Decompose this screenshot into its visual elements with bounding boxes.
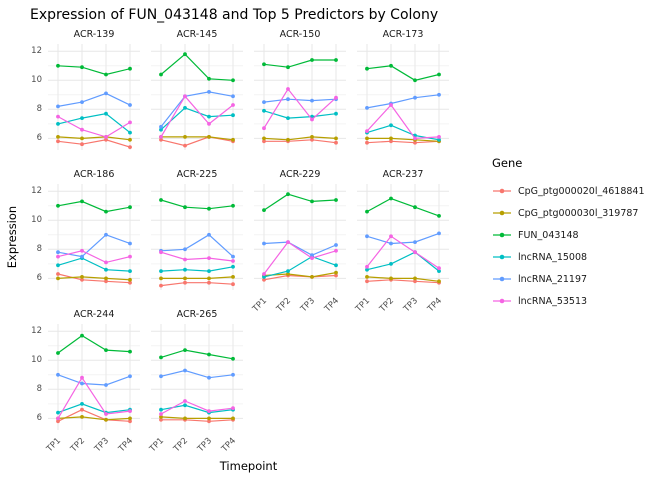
y-axis-tick-label: 8: [36, 244, 42, 255]
y-axis-tick-label: 8: [36, 384, 42, 395]
facet-strip-label: ACR-265: [176, 309, 218, 320]
y-axis-tick-label: 10: [31, 355, 42, 366]
legend-item: FUN_043148: [492, 224, 645, 246]
x-axis-tick-label: TP1: [353, 296, 373, 315]
facet-panel-ACR-244: [48, 324, 140, 430]
facet-strip-label: ACR-237: [382, 169, 424, 180]
y-axis-tick-label: 6: [36, 133, 42, 144]
facet-strip-label: ACR-145: [176, 29, 218, 40]
legend-item: lncRNA_21197: [492, 268, 645, 290]
legend-key-icon: [493, 210, 511, 216]
facet-strip-label: ACR-150: [279, 29, 321, 40]
facet-panel-ACR-139: [48, 44, 140, 150]
facet-strip-label: ACR-244: [73, 309, 115, 320]
legend-key-icon: [493, 276, 511, 282]
facet-panel-ACR-150: [254, 44, 346, 150]
x-axis-tick-label: TP4: [322, 296, 342, 315]
x-axis-tick-label: TP3: [298, 296, 318, 315]
y-axis-tick-label: 12: [31, 186, 42, 197]
legend-label: lncRNA_21197: [518, 273, 588, 285]
facet-strip-label: ACR-139: [73, 29, 115, 40]
y-axis-tick-label: 10: [31, 215, 42, 226]
facet-panel-ACR-265: [151, 324, 243, 430]
x-axis-tick-label: TP3: [401, 296, 421, 315]
legend-key-icon: [493, 254, 511, 260]
legend-label: lncRNA_15008: [518, 251, 588, 263]
legend-key-icon: [493, 298, 511, 304]
facet-panel-ACR-229: [254, 184, 346, 290]
legend-key-icon: [493, 232, 511, 238]
y-axis-tick-label: 12: [31, 326, 42, 337]
y-axis-tick-label: 8: [36, 104, 42, 115]
legend-label: CpG_ptg000020l_4618841: [518, 185, 645, 197]
legend-item: CpG_ptg000020l_4618841: [492, 180, 645, 202]
facet-strip-label: ACR-225: [176, 169, 218, 180]
legend-key-icon: [493, 188, 511, 194]
facet-panel-ACR-225: [151, 184, 243, 290]
legend-title: Gene: [492, 156, 523, 170]
x-axis-tick-label: TP1: [250, 296, 270, 315]
y-axis-tick-label: 12: [31, 46, 42, 57]
legend-label: FUN_043148: [518, 229, 579, 241]
facet-panel-ACR-237: [357, 184, 449, 290]
legend-item: lncRNA_15008: [492, 246, 645, 268]
x-axis-title: Timepoint: [219, 459, 278, 473]
legend-item: CpG_ptg000030l_319787: [492, 202, 645, 224]
x-axis-tick-label: TP4: [425, 296, 445, 315]
facet-panel-ACR-145: [151, 44, 243, 150]
x-axis-tick-label: TP2: [377, 296, 397, 315]
legend-item: lncRNA_53513: [492, 290, 645, 312]
facet-panel-ACR-186: [48, 184, 140, 290]
legend-entries: CpG_ptg000020l_4618841 CpG_ptg000030l_319…: [492, 180, 645, 312]
facet-strip-label: ACR-173: [382, 29, 424, 40]
chart-title: Expression of FUN_043148 and Top 5 Predi…: [30, 7, 439, 23]
legend-label: lncRNA_53513: [518, 295, 588, 307]
facet-strip-label: ACR-229: [279, 169, 321, 180]
y-axis-tick-label: 6: [36, 413, 42, 424]
x-axis-tick-label: TP2: [274, 296, 294, 315]
legend: Gene CpG_ptg000020l_4618841 CpG_ptg000030…: [492, 156, 645, 312]
legend-label: CpG_ptg000030l_319787: [518, 207, 639, 219]
y-axis-tick-label: 10: [31, 75, 42, 86]
facet-panel-ACR-173: [357, 44, 449, 150]
y-axis-tick-label: 6: [36, 273, 42, 284]
facet-strip-label: ACR-186: [73, 169, 115, 180]
